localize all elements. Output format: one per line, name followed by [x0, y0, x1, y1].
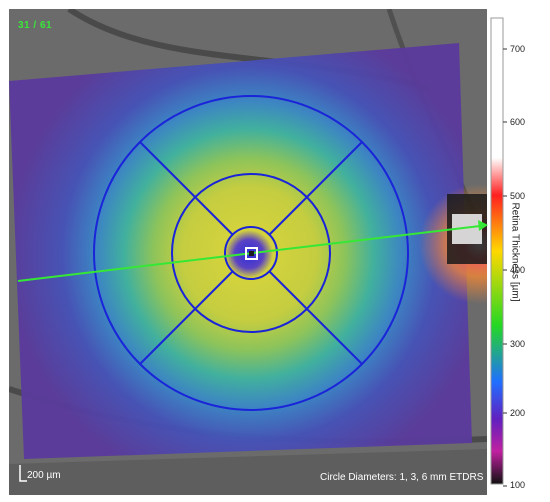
etdrs-sector-line [139, 270, 234, 365]
colorbar-tick: 200 [510, 408, 526, 418]
colorbar-title: Retina Thickness [µm] [509, 202, 521, 302]
colorbar-tick: 700 [510, 44, 526, 54]
scale-bar-label: 200 µm [27, 470, 61, 481]
colorbar-tick: 500 [510, 191, 526, 201]
colorbar [490, 17, 504, 485]
colorbar-tick: 300 [510, 339, 526, 349]
colorbar-tick: 400 [510, 265, 526, 275]
etdrs-circle-3mm [171, 173, 331, 333]
etdrs-sector-line [268, 141, 363, 236]
etdrs-sector-line [268, 270, 363, 365]
colorbar-tick: 100 [510, 480, 526, 490]
etdrs-sector-line [139, 141, 234, 236]
fovea-marker-icon[interactable] [245, 247, 258, 260]
circle-diameters-label: Circle Diameters: 1, 3, 6 mm ETDRS [320, 472, 484, 483]
etdrs-circle-6mm [93, 95, 409, 411]
scale-bar-icon [19, 465, 27, 482]
scan-line-arrow-icon [478, 220, 488, 231]
colorbar-tick: 600 [510, 117, 526, 127]
etdrs-circle-1mm [224, 226, 278, 280]
image-counter: 31 / 61 [18, 20, 53, 31]
